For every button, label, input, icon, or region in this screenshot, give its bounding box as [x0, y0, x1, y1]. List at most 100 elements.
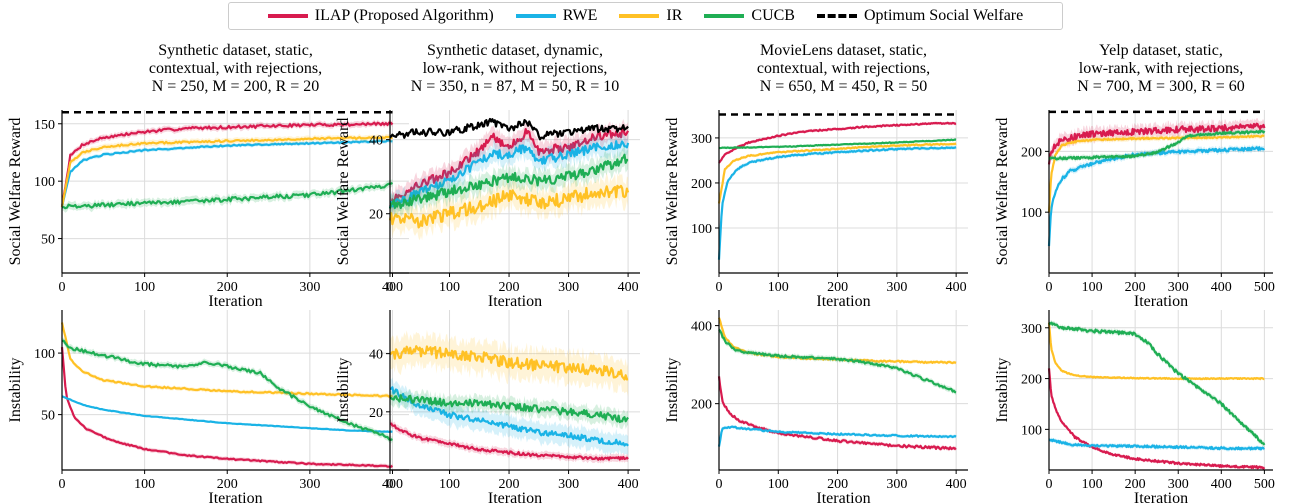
x-tick-label: 0: [387, 280, 394, 295]
series-line-ir: [60, 135, 393, 208]
series-line-ir: [1047, 134, 1265, 213]
x-tick-label: 200: [827, 280, 848, 295]
series-line-optimum-social-welfare: [389, 117, 629, 141]
y-tick-label: 100: [1021, 206, 1042, 221]
legend-swatch-ir: [619, 14, 660, 18]
series-line-cucb: [1048, 130, 1266, 161]
legend-label-ilap: ILAP (Proposed Algorithm): [314, 7, 494, 24]
x-tick-label: 200: [1125, 477, 1146, 492]
legend-swatch-ilap: [267, 14, 308, 18]
x-tick-label: 400: [618, 477, 639, 492]
chart-panel-2: 0 100 200 300 400 20 40 Iteration Social Welfare…: [335, 42, 640, 310]
y-axis-label: Social Welfare Reward: [7, 118, 24, 266]
series-line-rwe: [717, 146, 957, 260]
chart-title-line: Synthetic dataset, dynamic,: [427, 42, 603, 59]
x-tick-label: 500: [1254, 280, 1275, 295]
x-tick-label: 400: [382, 477, 403, 492]
y-tick-label: 50: [41, 409, 55, 424]
y-tick-label: 50: [41, 233, 55, 248]
series-band-rwe: [390, 132, 629, 219]
y-tick-label: 100: [691, 222, 712, 237]
series-line-ilap-proposed-algorithm: [718, 121, 957, 164]
y-tick-label: 150: [34, 118, 55, 133]
y-axis-label: Instability: [335, 358, 352, 423]
x-axis-label: Iteration: [488, 293, 542, 310]
x-tick-label: 500: [1254, 477, 1275, 492]
x-tick-label: 300: [1168, 477, 1189, 492]
chart-title-line: low-rank, without rejections,: [423, 60, 608, 77]
x-tick-label: 100: [1082, 280, 1103, 295]
chart-panel-6: 0 100 200 300 400 20 40 Iteration Instability: [335, 310, 640, 504]
x-tick-label: 100: [134, 477, 155, 492]
chart-title-line: N = 350, n = 87, M = 50, R = 10: [411, 78, 620, 95]
series-line-ir: [388, 184, 630, 229]
series-line-ir: [1047, 322, 1265, 381]
y-axis-label: Instability: [994, 358, 1011, 423]
y-axis-label: Instability: [664, 358, 681, 423]
x-axis-label: Iteration: [208, 490, 262, 504]
x-tick-label: 0: [716, 477, 723, 492]
x-axis-label: Iteration: [1134, 490, 1188, 504]
x-tick-label: 0: [1046, 280, 1053, 295]
x-tick-label: 300: [558, 477, 579, 492]
series-line-ilap-proposed-algorithm: [389, 127, 630, 208]
y-tick-label: 100: [34, 175, 55, 190]
y-tick-label: 40: [369, 134, 383, 149]
chart-title-line: N = 650, M = 450, R = 50: [760, 78, 928, 95]
legend-swatch-optimum: [816, 14, 857, 18]
series-line-cucb: [1048, 321, 1266, 446]
legend-entry-optimum: Optimum Social Welfare: [816, 7, 1024, 25]
legend-label-optimum: Optimum Social Welfare: [863, 7, 1024, 24]
x-tick-label: 300: [299, 280, 320, 295]
legend-label-rwe: RWE: [562, 7, 598, 24]
chart-title-line: N = 700, M = 300, R = 60: [1077, 78, 1245, 95]
x-tick-label: 200: [217, 280, 238, 295]
series-band-cucb: [719, 326, 957, 396]
y-tick-label: 200: [1021, 373, 1042, 388]
series-band-cucb: [62, 179, 393, 213]
series-line-cucb: [61, 181, 393, 210]
legend-entry-ir: IR: [619, 7, 682, 25]
series-line-ilap-proposed-algorithm: [1047, 122, 1266, 165]
series-band-ir: [390, 172, 629, 241]
x-tick-label: 200: [499, 477, 520, 492]
series-line-ir: [60, 322, 393, 398]
series-line-ilap-proposed-algorithm: [1047, 368, 1266, 470]
series-band-cucb: [1049, 319, 1265, 448]
x-tick-label: 0: [387, 477, 394, 492]
x-tick-label: 300: [886, 280, 907, 295]
y-tick-label: 300: [691, 132, 712, 147]
series-line-cucb: [388, 153, 629, 210]
series-line-ilap-proposed-algorithm: [389, 422, 629, 461]
series-band-cucb: [1049, 128, 1265, 162]
chart-title-line: N = 250, M = 200, R = 20: [152, 78, 320, 95]
x-tick-label: 400: [1211, 477, 1232, 492]
x-tick-label: 0: [1046, 477, 1053, 492]
x-tick-label: 400: [1211, 280, 1232, 295]
x-tick-label: 200: [1125, 280, 1146, 295]
series-line-ilap-proposed-algorithm: [60, 121, 394, 208]
y-tick-label: 200: [691, 398, 712, 413]
x-tick-label: 100: [439, 477, 460, 492]
series-line-ilap-proposed-algorithm: [717, 376, 957, 451]
chart-title-line: contextual, with rejections,: [149, 60, 322, 77]
y-tick-label: 100: [34, 347, 55, 362]
x-tick-label: 300: [886, 477, 907, 492]
legend-swatch-cucb: [704, 14, 745, 18]
x-tick-label: 100: [439, 280, 460, 295]
series-line-rwe: [1047, 146, 1266, 247]
series-band-ilap-proposed-algorithm: [390, 119, 629, 214]
legend-label-cucb: CUCB: [751, 7, 795, 24]
x-tick-label: 200: [499, 280, 520, 295]
x-tick-label: 100: [768, 477, 789, 492]
legend-label-ir: IR: [666, 7, 683, 24]
legend: ILAP (Proposed Algorithm) RWE IR CUCB Op…: [228, 2, 1063, 30]
x-tick-label: 300: [558, 280, 579, 295]
series-line-ir: [717, 142, 957, 204]
x-tick-label: 0: [59, 477, 66, 492]
chart-title-line: low-rank, with rejections,: [1079, 60, 1243, 77]
legend-swatch-rwe: [515, 14, 556, 18]
